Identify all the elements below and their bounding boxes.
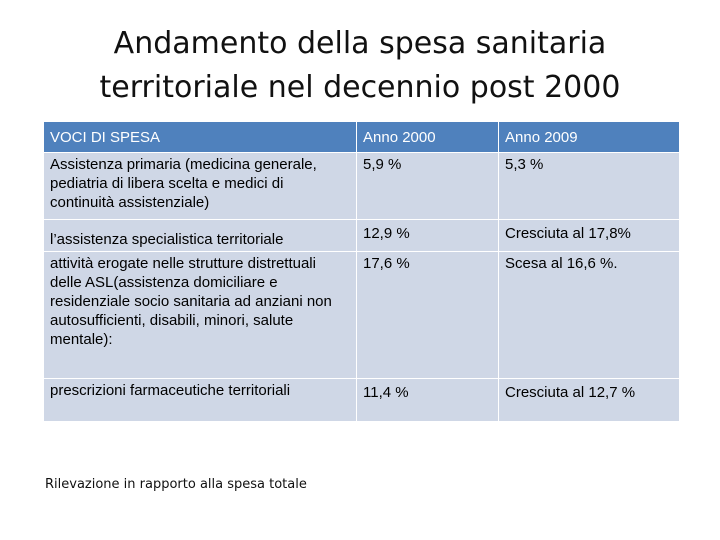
row-value-2009: Scesa al 16,6 %. <box>499 252 679 378</box>
title-line-2: territoriale nel decennio post 2000 <box>99 70 621 105</box>
header-voci-di-spesa: VOCI DI SPESA <box>44 122 356 152</box>
table-header-row: VOCI DI SPESA Anno 2000 Anno 2009 <box>44 122 679 152</box>
row-value-2009: Cresciuta al 12,7 % <box>499 379 679 421</box>
row-label: prescrizioni farmaceutiche territoriali <box>44 379 356 421</box>
table-row: Assistenza primaria (medicina generale, … <box>44 153 679 219</box>
row-value-2000: 11,4 % <box>357 379 498 421</box>
row-value-2000: 12,9 % <box>357 220 498 251</box>
spending-table: VOCI DI SPESA Anno 2000 Anno 2009 Assist… <box>43 121 680 422</box>
header-anno-2009: Anno 2009 <box>499 122 679 152</box>
row-value-2009: 5,3 % <box>499 153 679 219</box>
row-label: attività erogate nelle strutture distret… <box>44 252 356 378</box>
row-value-2000: 17,6 % <box>357 252 498 378</box>
row-label: l’assistenza specialistica territoriale <box>44 220 356 251</box>
header-anno-2000: Anno 2000 <box>357 122 498 152</box>
table-row: prescrizioni farmaceutiche territoriali … <box>44 379 679 421</box>
title-line-1: Andamento della spesa sanitaria <box>113 26 607 61</box>
table-row: l’assistenza specialistica territoriale … <box>44 220 679 251</box>
footnote: Rilevazione in rapporto alla spesa total… <box>45 477 307 492</box>
slide-title: Andamento della spesa sanitaria territor… <box>0 22 720 110</box>
row-label: Assistenza primaria (medicina generale, … <box>44 153 356 219</box>
row-value-2009: Cresciuta al 17,8% <box>499 220 679 251</box>
row-value-2000: 5,9 % <box>357 153 498 219</box>
table-row: attività erogate nelle strutture distret… <box>44 252 679 378</box>
